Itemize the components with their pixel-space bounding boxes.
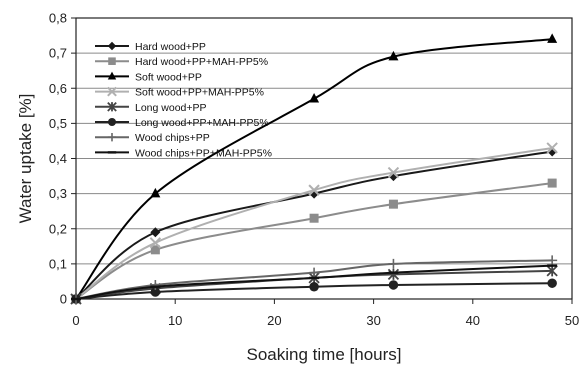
data-point (150, 279, 161, 290)
y-tick-labels: 0 0,1 0,2 0,3 0,4 0,5 0,6 0,7 0,8 (49, 11, 67, 307)
series-7 (71, 264, 558, 301)
data-point (388, 258, 399, 269)
legend-label: Long wood+PP (135, 102, 207, 114)
y-tick-label: 0,2 (49, 221, 67, 236)
y-axis-label: Water uptake [%] (16, 94, 35, 224)
y-tick-label: 0,4 (49, 151, 67, 166)
legend-item: Long wood+PP+MAH-PP5% (95, 117, 269, 129)
data-point (309, 213, 319, 223)
data-point (308, 184, 320, 196)
data-point (149, 237, 162, 249)
y-tick-label: 0,1 (49, 256, 67, 271)
legend-label: Soft wood+PP (135, 71, 202, 83)
y-tick-label: 0,6 (49, 81, 67, 96)
series-group (70, 33, 558, 305)
x-tick-label: 10 (168, 313, 182, 328)
data-point (387, 166, 400, 179)
legend-label: Hard wood+PP+MAH-PP5% (135, 56, 268, 68)
x-tick-label: 20 (267, 313, 281, 328)
legend: Hard wood+PP Hard wood+PP+MAH-PP5% Soft wo… (95, 41, 272, 159)
series-5 (71, 278, 557, 304)
x-axis-label: Soaking time [hours] (247, 345, 402, 364)
legend-item: Hard wood+PP (95, 41, 206, 53)
legend-label: Wood chips+PP+MAH-PP5% (135, 147, 272, 159)
legend-item: Soft wood+PP (95, 71, 202, 83)
legend-label: Soft wood+PP+MAH-PP5% (135, 87, 264, 99)
legend-marker (107, 133, 117, 142)
data-point (387, 268, 400, 281)
legend-marker (108, 118, 116, 126)
legend-marker (107, 41, 117, 51)
data-point (309, 267, 320, 278)
y-tick-label: 0,5 (49, 116, 67, 131)
data-point (388, 50, 399, 61)
data-point (547, 33, 558, 43)
legend-label: Long wood+PP+MAH-PP5% (135, 117, 269, 129)
legend-marker (107, 71, 117, 80)
data-point (547, 255, 558, 266)
data-point (546, 265, 558, 277)
data-point (150, 287, 161, 297)
legend-item: Hard wood+PP+MAH-PP5% (95, 56, 268, 68)
data-point (150, 187, 161, 198)
grid-lines (76, 17, 572, 265)
data-point (546, 142, 558, 154)
y-tick-label: 0,3 (49, 186, 67, 201)
plot-frame (75, 17, 573, 300)
legend-marker (107, 86, 117, 97)
data-point (150, 245, 160, 255)
legend-item: Long wood+PP (95, 102, 207, 114)
y-tick-label: 0,7 (49, 46, 67, 61)
legend-label: Hard wood+PP (135, 41, 206, 53)
legend-item: Wood chips+PP (95, 132, 210, 144)
data-point (388, 280, 399, 290)
data-point (150, 227, 161, 238)
data-point (309, 93, 320, 103)
series-6 (71, 255, 558, 304)
legend-label: Wood chips+PP (135, 132, 210, 144)
legend-marker (107, 101, 117, 112)
y-tick-label: 0 (60, 292, 67, 307)
legend-marker (108, 57, 116, 65)
x-tick-labels: 0 10 20 30 40 50 (72, 313, 579, 328)
legend-item: Soft wood+PP+MAH-PP5% (95, 87, 264, 99)
data-point (547, 178, 557, 188)
data-point (388, 199, 398, 209)
x-tick-label: 0 (72, 313, 79, 328)
x-tick-label: 40 (466, 313, 480, 328)
data-point (309, 281, 319, 292)
data-point (547, 278, 557, 288)
legend-item: Wood chips+PP+MAH-PP5% (95, 147, 272, 159)
x-tick-label: 50 (565, 313, 579, 328)
axes (71, 17, 573, 304)
y-tick-label: 0,8 (49, 11, 67, 26)
series-line (75, 38, 553, 300)
x-tick-label: 30 (366, 313, 380, 328)
